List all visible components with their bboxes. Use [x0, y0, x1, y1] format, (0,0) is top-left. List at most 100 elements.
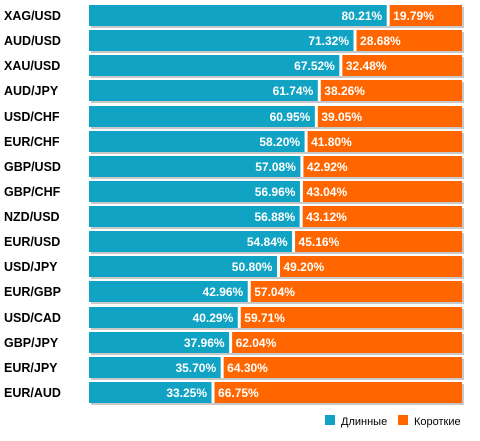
value-label-long: 60.95%	[270, 110, 311, 124]
value-label-short: 49.20%	[283, 260, 324, 274]
value-label-short: 38.26%	[324, 84, 365, 98]
bar-row: EUR/CHF 58.20% 41.80%	[4, 131, 464, 154]
bar-row: GBP/USD 57.08% 42.92%	[4, 156, 464, 179]
bar-long	[89, 357, 223, 378]
value-label-short: 43.04%	[306, 185, 347, 199]
value-label-short: 43.12%	[306, 210, 347, 224]
bar-separator	[339, 55, 343, 76]
bar-long	[89, 131, 307, 152]
legend-label-long: Длинные	[341, 416, 387, 428]
bar-short	[278, 256, 462, 277]
bar-long	[89, 5, 389, 26]
bar-separator	[247, 281, 251, 302]
bar-short	[319, 80, 462, 101]
bar-separator	[317, 80, 321, 101]
bar-long	[89, 307, 240, 328]
category-label: EUR/CHF	[4, 135, 60, 149]
value-label-short: 45.16%	[299, 235, 340, 249]
bar-short	[230, 332, 462, 353]
value-label-short: 28.68%	[360, 34, 401, 48]
legend-swatch-long	[325, 415, 335, 425]
bar-row: EUR/JPY 35.70% 64.30%	[4, 357, 464, 380]
bar-short	[301, 156, 462, 177]
value-label-short: 57.04%	[254, 285, 295, 299]
bar-short	[301, 206, 462, 227]
value-label-short: 64.30%	[227, 361, 268, 375]
bar-long	[89, 256, 279, 277]
bar-long	[89, 332, 231, 353]
category-label: GBP/USD	[4, 160, 61, 174]
category-label: EUR/JPY	[4, 361, 58, 375]
bar-separator	[229, 332, 233, 353]
bar-separator	[300, 156, 304, 177]
value-label-long: 42.96%	[203, 285, 244, 299]
value-label-short: 66.75%	[218, 386, 259, 400]
bar-long	[89, 106, 317, 127]
category-label: EUR/AUD	[4, 386, 61, 400]
bar-long	[89, 231, 294, 252]
legend-label-short: Короткие	[414, 416, 461, 428]
value-label-long: 56.88%	[254, 210, 295, 224]
value-label-short: 59.71%	[244, 311, 285, 325]
bar-separator	[292, 231, 296, 252]
bar-row: EUR/GBP 42.96% 57.04%	[4, 281, 464, 304]
category-label: GBP/JPY	[4, 336, 59, 350]
value-label-long: 50.80%	[232, 260, 273, 274]
bar-row: EUR/USD 54.84% 45.16%	[4, 231, 464, 254]
bar-row: USD/JPY 50.80% 49.20%	[4, 256, 464, 279]
bar-short	[249, 281, 462, 302]
category-label: USD/JPY	[4, 260, 58, 274]
bar-long	[89, 55, 341, 76]
value-label-short: 62.04%	[236, 336, 277, 350]
bar-separator	[211, 382, 215, 403]
bar-row: XAG/USD 80.21% 19.79%	[4, 5, 464, 28]
category-label: EUR/USD	[4, 235, 60, 249]
value-label-long: 80.21%	[341, 9, 382, 23]
bar-long	[89, 156, 302, 177]
value-label-long: 71.32%	[308, 34, 349, 48]
category-label: AUD/JPY	[4, 84, 59, 98]
bar-long	[89, 206, 302, 227]
bar-row: AUD/JPY 61.74% 38.26%	[4, 80, 464, 103]
value-label-short: 42.92%	[307, 160, 348, 174]
value-label-short: 41.80%	[311, 135, 352, 149]
bar-row: NZD/USD 56.88% 43.12%	[4, 206, 464, 229]
legend-swatch-short	[398, 415, 408, 425]
bar-short	[301, 181, 462, 202]
bar-separator	[314, 106, 318, 127]
category-label: AUD/USD	[4, 34, 61, 48]
bar-separator	[276, 256, 280, 277]
bar-long	[89, 30, 356, 51]
bar-separator	[237, 307, 241, 328]
value-label-short: 19.79%	[393, 9, 434, 23]
bar-short	[222, 357, 462, 378]
value-label-long: 58.20%	[259, 135, 300, 149]
bar-separator	[299, 181, 303, 202]
bar-separator	[386, 5, 390, 26]
value-label-long: 54.84%	[247, 235, 288, 249]
bars-layer: XAG/USD 80.21% 19.79% AUD/USD 71.32% 28.68% XA…	[4, 5, 464, 405]
bar-row: USD/CHF 60.95% 39.05%	[4, 106, 464, 129]
category-label: XAG/USD	[4, 9, 61, 23]
bar-short	[293, 231, 462, 252]
bar-short	[355, 30, 462, 51]
category-label: NZD/USD	[4, 210, 60, 224]
bar-row: GBP/JPY 37.96% 62.04%	[4, 332, 464, 355]
value-label-long: 35.70%	[175, 361, 216, 375]
bar-long	[89, 281, 250, 302]
bar-long	[89, 80, 320, 101]
bar-separator	[353, 30, 357, 51]
bar-separator	[299, 206, 303, 227]
category-label: USD/CHF	[4, 110, 60, 124]
value-label-long: 57.08%	[255, 160, 296, 174]
bar-short	[388, 5, 462, 26]
bar-row: EUR/AUD 33.25% 66.75%	[4, 382, 464, 405]
bar-long	[89, 382, 214, 403]
bar-short	[316, 106, 462, 127]
category-label: XAU/USD	[4, 59, 60, 73]
value-label-long: 37.96%	[184, 336, 225, 350]
value-label-long: 67.52%	[294, 59, 335, 73]
bar-short	[239, 307, 462, 328]
